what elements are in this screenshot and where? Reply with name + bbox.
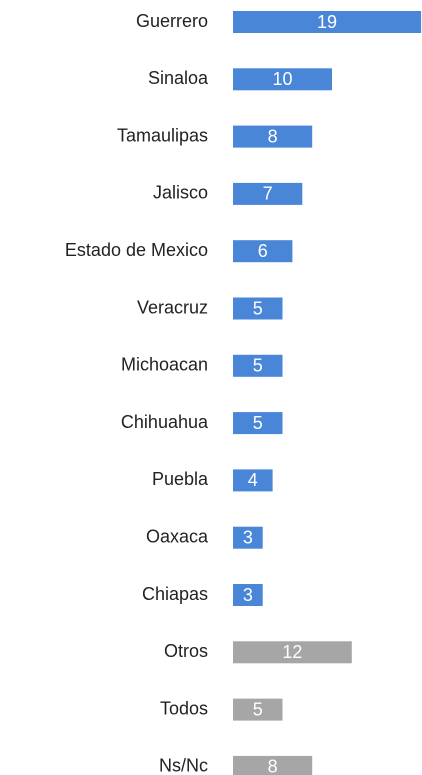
bar [233, 182, 303, 205]
value-label: 5 [253, 413, 263, 433]
bar [233, 698, 283, 721]
bar [233, 755, 313, 775]
category-label: Tamaulipas [117, 125, 208, 145]
category-label: Veracruz [137, 297, 208, 317]
category-label: Guerrero [136, 11, 208, 31]
bar [233, 354, 283, 377]
bar [233, 641, 352, 664]
bar [233, 469, 273, 492]
bar [233, 68, 332, 91]
value-label: 5 [253, 356, 263, 376]
category-label: Todos [160, 698, 208, 718]
value-label: 3 [243, 527, 253, 547]
category-label: Michoacan [121, 355, 208, 375]
category-label: Oaxaca [146, 526, 209, 546]
category-label: Jalisco [153, 183, 208, 203]
bar [233, 297, 283, 320]
value-label: 12 [282, 642, 302, 662]
value-label: 4 [248, 470, 258, 490]
category-label: Chihuahua [121, 412, 209, 432]
value-label: 5 [253, 298, 263, 318]
category-label: Chiapas [142, 584, 208, 604]
bar [233, 240, 293, 263]
value-label: 5 [253, 699, 263, 719]
bar [233, 526, 263, 549]
bar [233, 11, 422, 33]
category-label: Estado de Mexico [65, 240, 208, 260]
category-label: Sinaloa [148, 68, 209, 88]
value-label: 3 [243, 585, 253, 605]
value-label: 10 [272, 69, 292, 89]
category-label: Puebla [152, 469, 209, 489]
bar [233, 125, 313, 148]
value-label: 8 [268, 126, 278, 146]
value-label: 19 [317, 12, 337, 32]
bar [233, 584, 263, 606]
category-label: Otros [164, 641, 208, 661]
value-label: 8 [268, 757, 278, 775]
bar [233, 412, 283, 435]
value-label: 6 [258, 241, 268, 261]
value-label: 7 [263, 184, 273, 204]
category-label: Ns/Nc [159, 756, 208, 775]
